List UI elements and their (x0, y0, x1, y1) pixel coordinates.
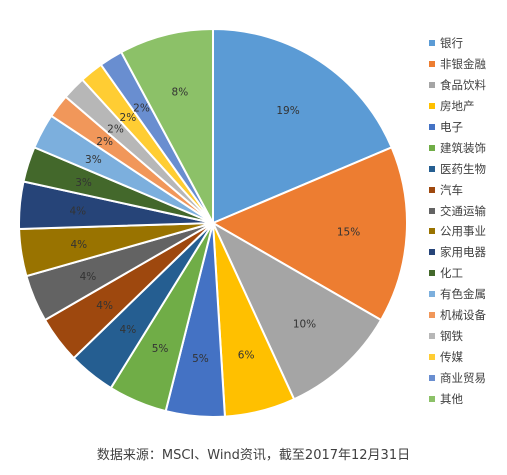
legend-label: 医药生物 (440, 161, 486, 176)
legend-label: 钢铁 (440, 328, 463, 343)
legend-label: 银行 (440, 36, 463, 51)
legend-swatch (429, 395, 435, 402)
legend-item: 公用事业 (429, 221, 504, 242)
slice-label-15: 2% (120, 112, 137, 124)
legend-item: 传媒 (429, 346, 504, 367)
legend-item: 其他 (429, 388, 504, 409)
legend-swatch (429, 40, 435, 47)
slice-label-9: 4% (70, 239, 87, 251)
slice-label-8: 4% (80, 271, 97, 283)
legend-swatch (429, 270, 435, 277)
legend-swatch (429, 103, 435, 110)
legend-swatch (429, 353, 435, 360)
legend: 银行非银金融食品饮料房地产电子建筑装饰医药生物汽车交通运输公用事业家用电器化工有… (429, 33, 504, 409)
legend-swatch (429, 165, 435, 172)
pie-slice-1 (210, 146, 408, 322)
slice-label-16: 2% (133, 103, 150, 115)
legend-label: 家用电器 (440, 245, 486, 260)
legend-swatch (429, 124, 435, 130)
slice-label-3: 6% (238, 350, 255, 362)
legend-swatch (429, 374, 435, 381)
legend-swatch (429, 186, 435, 193)
pie-slice-0 (212, 27, 393, 225)
legend-item: 钢铁 (429, 325, 504, 346)
legend-swatch (429, 291, 435, 298)
slice-label-11: 3% (75, 177, 92, 189)
slice-label-7: 4% (96, 300, 113, 312)
legend-item: 建筑装饰 (429, 137, 504, 158)
legend-swatch (429, 312, 435, 319)
legend-item: 医药生物 (429, 158, 504, 179)
legend-swatch (429, 249, 435, 256)
source-note: 数据来源：MSCI、Wind资讯，截至2017年12月31日 (96, 448, 411, 463)
legend-label: 公用事业 (440, 224, 486, 239)
legend-swatch (429, 228, 435, 235)
legend-label: 传媒 (440, 349, 463, 364)
legend-label: 非银金融 (440, 57, 486, 72)
slice-label-4: 5% (192, 353, 209, 365)
legend-item: 非银金融 (429, 54, 504, 75)
legend-label: 汽车 (440, 182, 463, 197)
legend-swatch (429, 82, 435, 89)
legend-label: 食品饮料 (440, 78, 486, 93)
slice-label-5: 5% (152, 343, 169, 355)
legend-item: 银行 (429, 33, 504, 54)
legend-item: 化工 (429, 263, 504, 284)
legend-label: 电子 (440, 120, 463, 134)
legend-item: 商业贸易 (429, 367, 504, 388)
legend-label: 其他 (440, 391, 463, 406)
slice-label-2: 10% (293, 318, 316, 330)
legend-label: 交通运输 (440, 203, 486, 218)
legend-label: 有色金属 (440, 287, 486, 302)
pie-slice-labels: 19%15%10%6%5%5%4%4%4%4%4%3%3%2%2%2%2%8% (69, 86, 360, 365)
slice-label-0: 19% (276, 105, 299, 117)
pie-slice-2 (210, 220, 383, 401)
legend-label: 商业贸易 (440, 370, 486, 385)
slice-label-17: 8% (172, 86, 189, 98)
legend-item: 房地产 (429, 96, 504, 117)
legend-swatch (429, 332, 435, 339)
slice-label-10: 4% (69, 205, 86, 217)
pie-slice-17 (119, 27, 214, 224)
slice-label-13: 2% (96, 136, 113, 148)
legend-label: 机械设备 (440, 308, 486, 323)
legend-swatch (429, 61, 435, 68)
legend-item: 交通运输 (429, 200, 504, 221)
slice-label-1: 15% (337, 226, 360, 238)
legend-label: 化工 (440, 266, 463, 281)
legend-item: 家用电器 (429, 242, 504, 263)
legend-item: 机械设备 (429, 305, 504, 326)
legend-item: 电子 (429, 117, 504, 138)
slice-label-14: 2% (107, 123, 124, 135)
legend-label: 房地产 (440, 99, 475, 114)
legend-label: 建筑装饰 (440, 140, 486, 155)
pie-slices (18, 27, 408, 418)
slice-label-12: 3% (85, 154, 102, 166)
slice-label-6: 4% (120, 324, 137, 336)
legend-item: 有色金属 (429, 284, 504, 305)
legend-swatch (429, 144, 435, 151)
legend-swatch (429, 207, 435, 214)
legend-item: 汽车 (429, 179, 504, 200)
legend-item: 食品饮料 (429, 75, 504, 96)
